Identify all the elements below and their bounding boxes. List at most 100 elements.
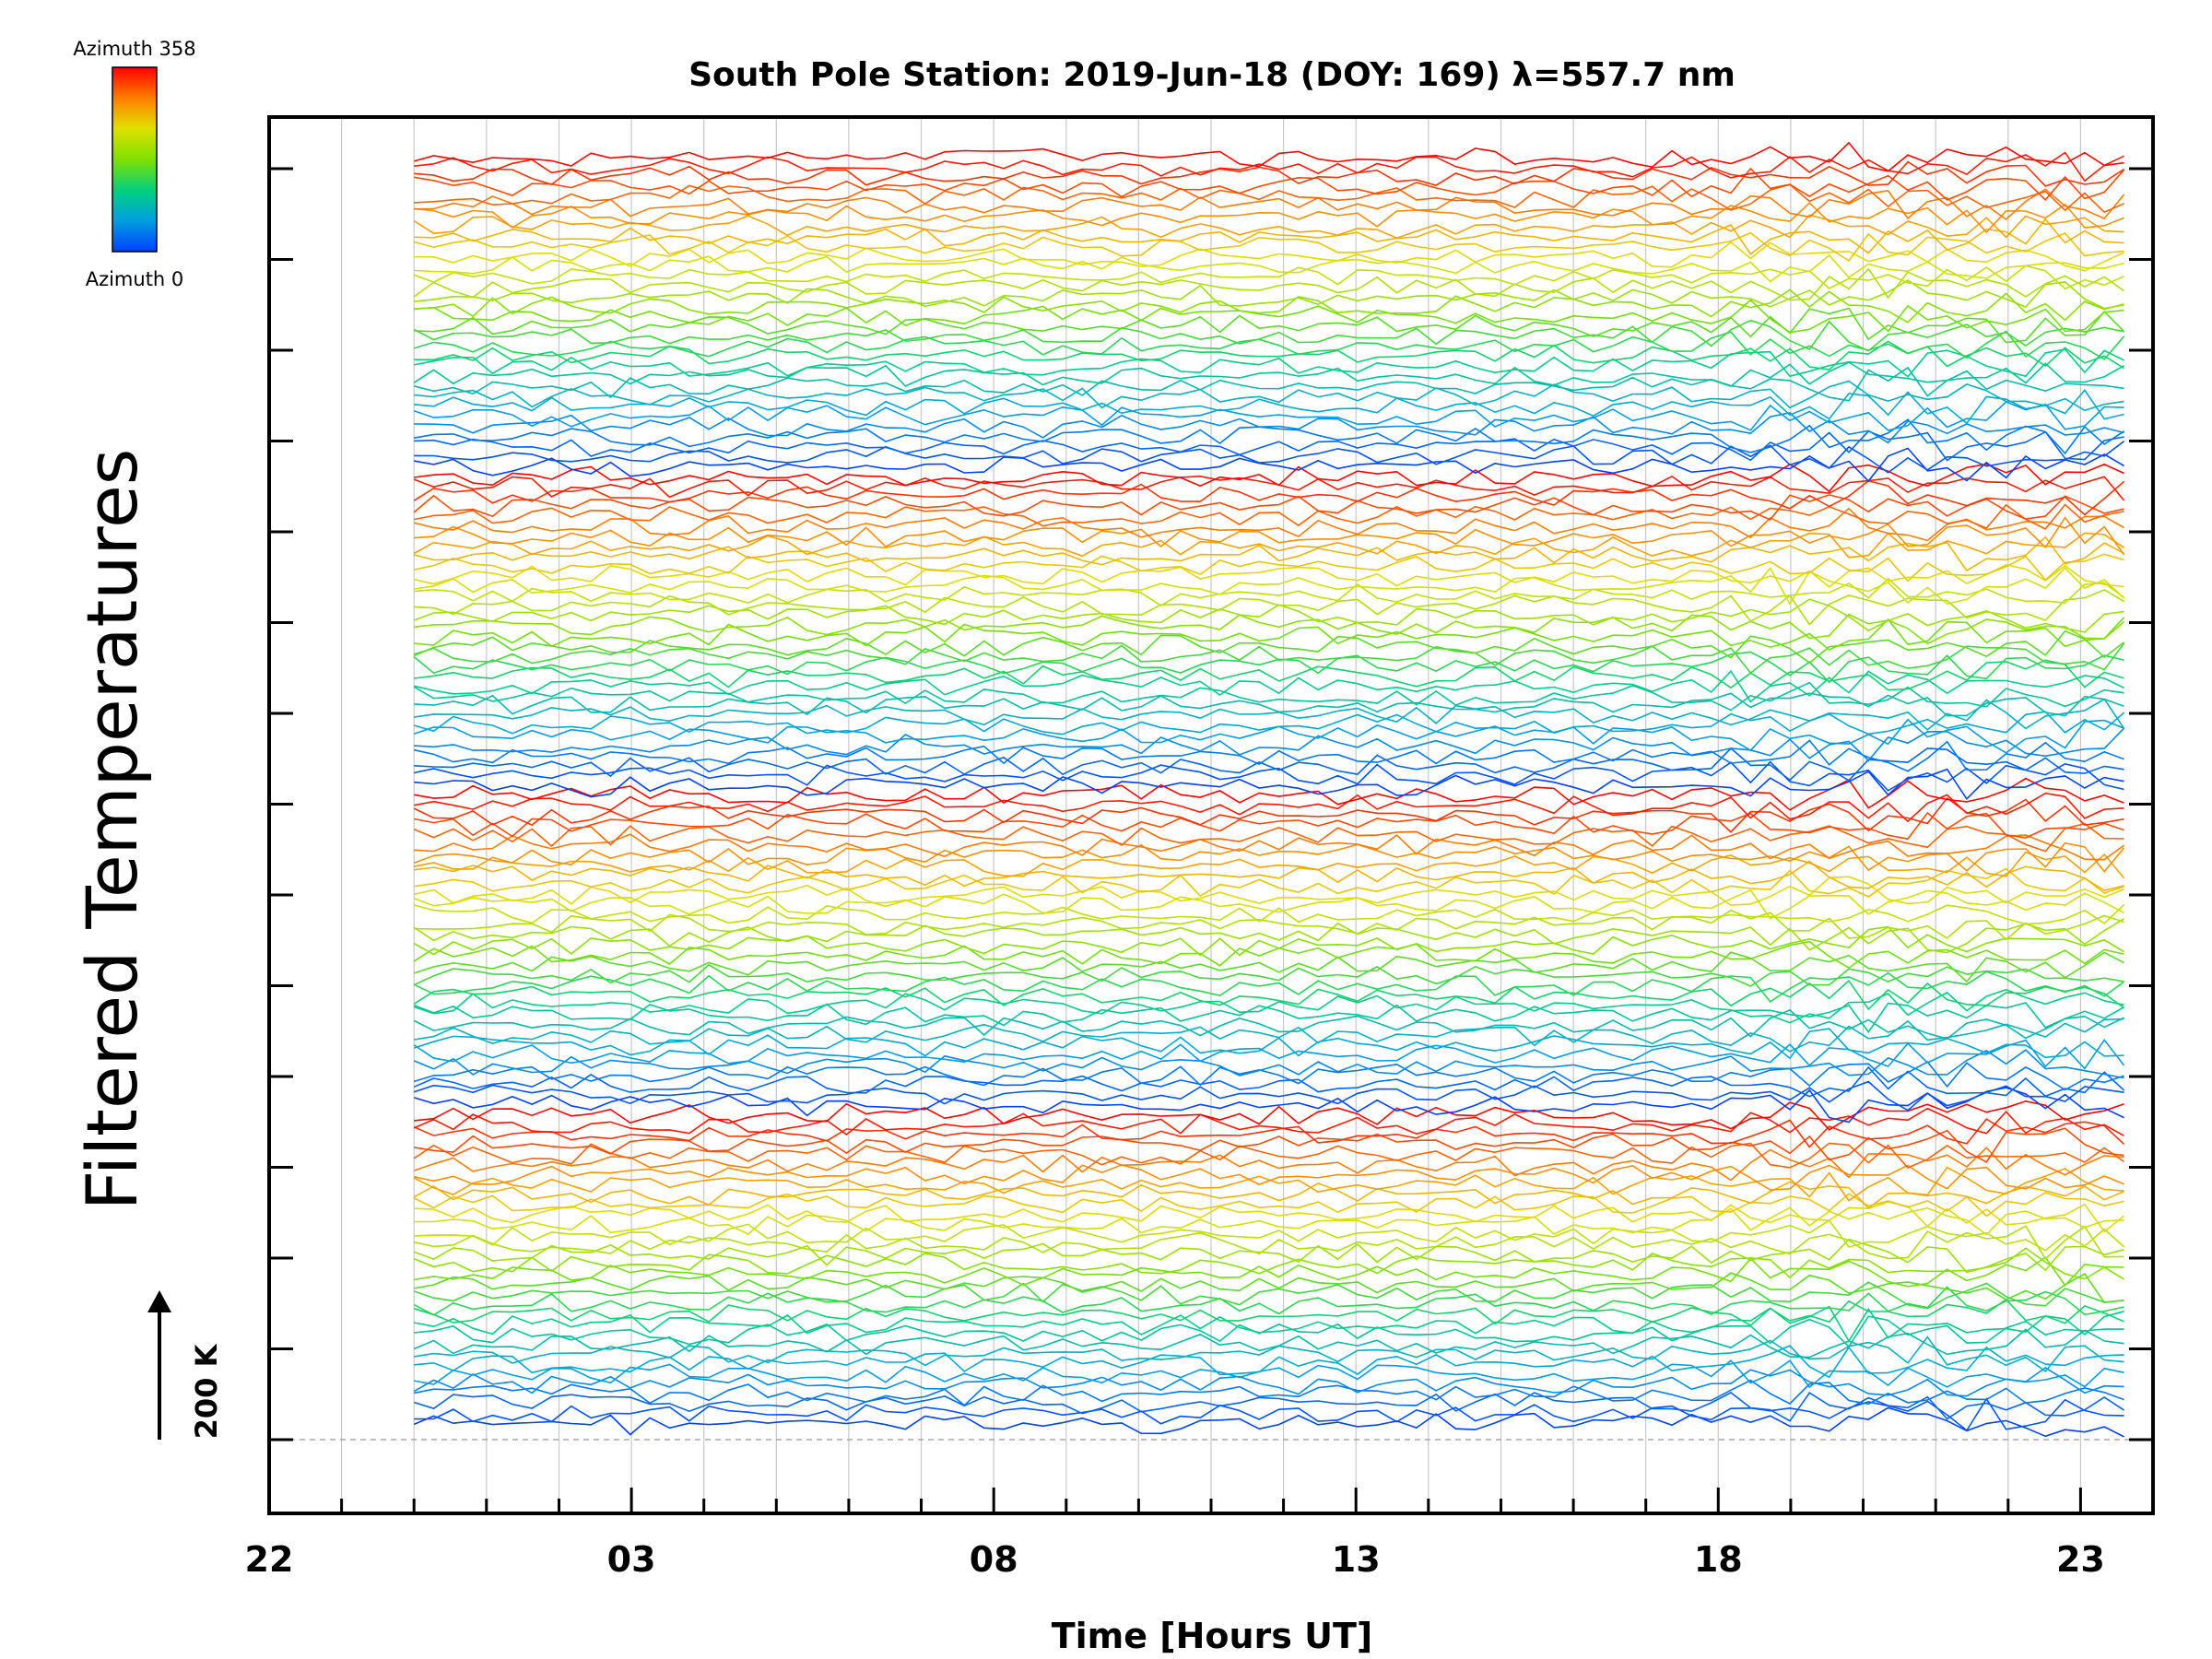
x-tick-label: 08	[970, 1539, 1018, 1580]
series-line	[414, 167, 2125, 201]
series-line	[414, 441, 2125, 474]
series-line	[413, 1080, 2124, 1112]
series-line	[413, 1065, 2125, 1098]
series-line	[414, 183, 2124, 214]
series-line	[414, 792, 2124, 823]
series-line	[414, 909, 2124, 941]
series-line	[413, 330, 2125, 360]
series-line	[414, 299, 2124, 334]
series-line	[413, 1147, 2124, 1182]
series-line	[413, 1142, 2125, 1169]
series-line	[414, 503, 2124, 530]
series-line	[413, 1406, 2124, 1438]
series-line	[414, 692, 2124, 717]
axis-ticks	[269, 167, 2153, 1513]
series-line	[413, 711, 2125, 735]
y-axis-label: Filtered Temperatures	[71, 449, 153, 1211]
scale-bar: 200 K	[147, 1290, 224, 1440]
series-line	[414, 1206, 2124, 1236]
colorbar-rect	[112, 66, 158, 253]
series-line	[414, 1127, 2124, 1163]
series-line	[414, 613, 2125, 645]
series-line	[413, 642, 2125, 675]
colorbar-top-label: Azimuth 358	[73, 38, 195, 60]
series-line	[414, 412, 2124, 444]
series-line	[414, 463, 2124, 493]
azimuth-colorbar: Azimuth 358 Azimuth 0	[73, 38, 195, 290]
series-line	[413, 1298, 2124, 1326]
series-line	[413, 988, 2124, 1024]
series-line	[414, 1397, 2124, 1432]
series-line	[413, 940, 2124, 970]
series-line	[414, 768, 2124, 801]
series-line	[413, 888, 2124, 920]
series-line	[413, 1286, 2124, 1316]
series-line	[414, 564, 2124, 588]
series-line	[413, 841, 2125, 873]
series-line	[413, 1061, 2124, 1091]
series-line	[413, 1247, 2125, 1280]
series-line	[414, 1018, 2124, 1053]
series-line	[414, 1201, 2125, 1233]
series-line	[413, 1008, 2124, 1040]
series-line	[414, 1315, 2124, 1348]
series-line	[414, 1379, 2124, 1406]
series-line	[413, 1049, 2124, 1079]
x-axis-label: Time [Hours UT]	[1052, 1616, 1373, 1656]
series-line	[414, 577, 2125, 607]
series-line	[413, 231, 2124, 262]
series-line	[414, 876, 2124, 908]
series-line	[413, 479, 2125, 516]
series-line	[414, 698, 2125, 731]
series-line	[413, 494, 2124, 521]
series-line	[413, 1238, 2124, 1274]
series-line	[413, 718, 2124, 754]
series-line	[413, 904, 2125, 925]
series-line	[414, 447, 2125, 483]
series-line	[413, 951, 2124, 983]
series-line	[414, 241, 2124, 272]
series-line	[413, 971, 2125, 1003]
series-line	[414, 867, 2124, 898]
series-line	[413, 141, 2124, 172]
series-line	[413, 361, 2124, 387]
series-line	[414, 739, 2124, 772]
series-line	[413, 979, 2125, 1011]
series-line	[414, 418, 2125, 455]
series-line	[414, 507, 2124, 542]
series-line	[413, 1392, 2125, 1422]
series-line	[414, 553, 2124, 582]
colorbar-bottom-label: Azimuth 0	[86, 268, 184, 290]
series-line	[414, 151, 2124, 182]
series-line	[414, 589, 2125, 626]
series-line	[414, 340, 2125, 371]
series-line	[413, 319, 2124, 352]
series-line	[414, 860, 2124, 892]
series-line	[413, 1181, 2124, 1209]
series-line	[413, 963, 2124, 987]
series-line	[414, 811, 2124, 841]
series-line	[414, 307, 2125, 344]
x-tick-label: 13	[1332, 1539, 1381, 1580]
series-line	[414, 669, 2124, 703]
series-line	[413, 1087, 2124, 1124]
series-line	[414, 617, 2125, 651]
series-line	[414, 1256, 2124, 1288]
series-line	[414, 202, 2124, 234]
x-tick-label: 22	[245, 1539, 294, 1580]
series-line	[413, 1328, 2124, 1359]
series-line	[413, 475, 2125, 501]
series-line	[413, 1366, 2124, 1397]
series-line	[413, 918, 2125, 954]
series-line	[414, 516, 2125, 556]
series-line	[414, 160, 2125, 187]
series-line	[413, 1118, 2125, 1148]
series-line	[414, 1345, 2124, 1379]
x-tick-label: 23	[2056, 1539, 2105, 1580]
vertical-grid	[269, 117, 2153, 1513]
series-line	[413, 1192, 2124, 1218]
series-line	[414, 1225, 2124, 1261]
series-line	[414, 188, 2125, 221]
series-line	[414, 218, 2124, 255]
